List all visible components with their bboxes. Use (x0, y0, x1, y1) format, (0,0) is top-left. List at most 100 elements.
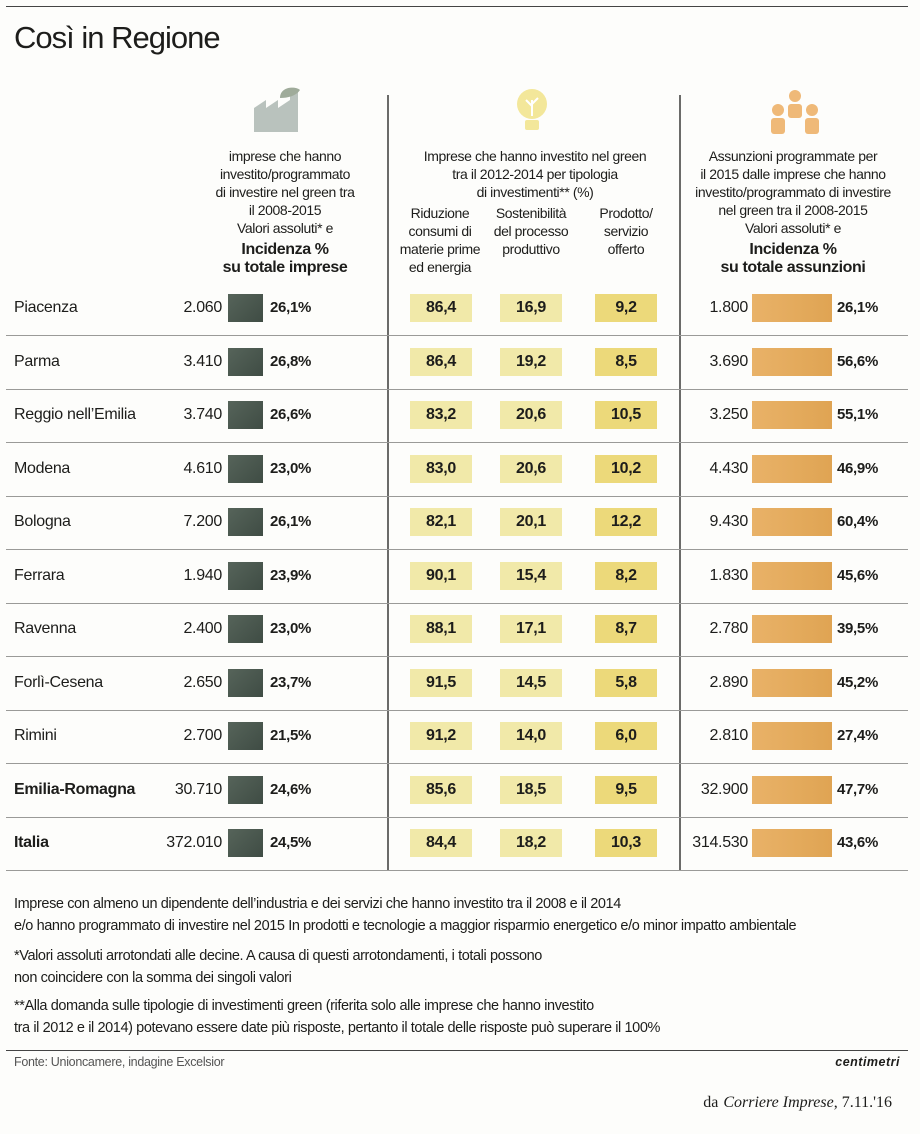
value: 82,1 (426, 513, 456, 530)
value: 32.900 (700, 780, 748, 798)
percent: 45,6% (836, 566, 878, 584)
value: 372.010 (166, 834, 222, 851)
header-text: di investimenti** (%) (476, 184, 594, 200)
percent: 47,7% (836, 780, 878, 798)
bar (752, 347, 832, 376)
row-name: Bologna (14, 513, 71, 530)
header-bold: su totale assunzioni (720, 259, 866, 276)
header-text: Valori assoluti* e (744, 220, 842, 236)
header-text: tra il 2012-2014 per tipologia (452, 166, 618, 182)
caption: da Corriere Imprese, 7.11.'16 (703, 1094, 892, 1112)
cell-box (410, 775, 472, 804)
row-name: Rimini (14, 727, 57, 744)
caption-prefix: da (703, 1094, 719, 1111)
bar (228, 347, 263, 376)
factory-icon (254, 87, 300, 132)
value: 8,7 (615, 620, 637, 637)
value: 3.250 (709, 406, 748, 423)
value: 4.610 (183, 459, 222, 477)
row-separator (6, 388, 908, 390)
percent: 26,1% (836, 299, 878, 316)
cell-box (500, 615, 562, 643)
percent: 27,4% (836, 727, 878, 744)
value: 84,4 (426, 834, 456, 851)
header-text: il 2015 dalle imprese che hanno (700, 166, 886, 182)
header-text: investito/programmato (219, 166, 351, 182)
cell-box (410, 347, 472, 376)
row-separator (6, 442, 908, 443)
header-text: Assunzioni programmate per (708, 148, 878, 164)
percent: 24,6% (270, 780, 312, 798)
note: **Alla domanda sulle tipologie di invest… (14, 998, 594, 1014)
value: 83,0 (426, 459, 456, 477)
cell-box (410, 829, 472, 857)
row-name: Ferrara (14, 566, 65, 584)
value: 15,4 (516, 566, 546, 584)
row-separator (6, 602, 908, 604)
value: 12,2 (611, 513, 641, 530)
header-text: Imprese che hanno investito nel green (423, 148, 647, 164)
percent: 26,8% (270, 352, 312, 370)
bar (228, 401, 263, 429)
cell-box (595, 561, 657, 590)
value: 18,2 (516, 834, 546, 851)
column-header: servizio (603, 223, 649, 239)
cell-box (410, 615, 472, 643)
note: tra il 2012 e il 2014) potevano essere d… (14, 1020, 660, 1036)
row-name: Modena (14, 459, 71, 477)
cell-box (595, 615, 657, 643)
value: 85,6 (426, 780, 456, 798)
value: 8,2 (615, 566, 637, 584)
cell-box (595, 775, 657, 804)
row-separator (6, 335, 908, 336)
percent: 43,6% (836, 834, 878, 851)
header-text: di investire nel green tra (215, 184, 355, 200)
frame-top (6, 6, 908, 7)
value: 9,2 (615, 299, 637, 316)
percent: 23,0% (270, 620, 312, 637)
cell-box (500, 668, 562, 697)
value: 20,6 (516, 406, 546, 423)
header-bold: su totale imprese (222, 259, 348, 276)
value: 314.530 (692, 834, 748, 851)
value: 2.810 (709, 727, 748, 744)
value: 2.780 (709, 620, 748, 637)
cell-box (410, 668, 472, 697)
column-header: offerto (607, 241, 645, 257)
value: 5,8 (615, 673, 637, 691)
percent: 56,6% (836, 352, 878, 370)
percent: 21,5% (270, 727, 312, 744)
cell-box (410, 508, 472, 536)
cell-box (595, 294, 657, 322)
row-name: Italia (14, 834, 49, 851)
caption-date: , 7.11.'16 (833, 1094, 892, 1111)
bar (228, 294, 263, 322)
value: 14,5 (516, 673, 546, 691)
value: 19,2 (516, 352, 546, 370)
value: 90,1 (426, 566, 456, 584)
percent: 26,1% (270, 299, 312, 316)
bar (228, 775, 263, 804)
cell-box (500, 722, 562, 750)
value: 88,1 (426, 620, 456, 637)
value: 3.410 (183, 352, 222, 370)
row-separator (6, 549, 908, 550)
value: 4.430 (709, 459, 748, 477)
cell-box (500, 775, 562, 804)
percent: 55,1% (836, 406, 878, 423)
percent: 23,7% (270, 673, 312, 691)
bar (752, 775, 832, 804)
bar (752, 561, 832, 590)
header-bold: Incidenza % (749, 241, 837, 258)
value: 6,0 (615, 727, 637, 744)
row-name: Forlì-Cesena (14, 673, 103, 691)
cell-box (595, 722, 657, 750)
percent: 46,9% (836, 459, 878, 477)
column-header: Riduzione (410, 205, 470, 221)
value: 3.740 (183, 406, 222, 423)
percent: 39,5% (836, 620, 878, 637)
cell-box (410, 401, 472, 429)
cell-box (410, 561, 472, 590)
value: 1.940 (183, 566, 222, 584)
column-header: del processo (493, 223, 569, 239)
